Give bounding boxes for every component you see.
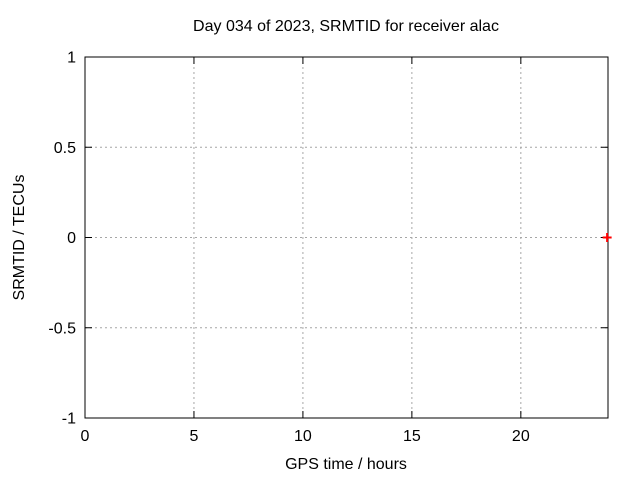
x-tick-label: 20 (512, 428, 530, 445)
y-tick-label: 0.5 (54, 140, 76, 157)
x-tick-label: 10 (294, 428, 312, 445)
x-tick-label: 15 (403, 428, 421, 445)
grid-lines (85, 57, 608, 418)
y-tick-label: 1 (67, 50, 76, 67)
data-point-marker (602, 233, 612, 242)
chart-title: Day 034 of 2023, SRMTID for receiver ala… (193, 18, 499, 35)
data-points (602, 233, 612, 242)
x-axis-label: GPS time / hours (285, 456, 407, 473)
y-tick-label: -0.5 (48, 320, 76, 337)
y-tick-label: -1 (62, 411, 76, 428)
x-tick-label: 5 (190, 428, 199, 445)
y-axis-label: SRMTID / TECUs (11, 175, 28, 301)
tick-labels: 0 5 10 15 20 1 0.5 0 -0.5 -1 (48, 50, 529, 446)
y-tick-label: 0 (67, 230, 76, 247)
x-tick-label: 0 (81, 428, 90, 445)
